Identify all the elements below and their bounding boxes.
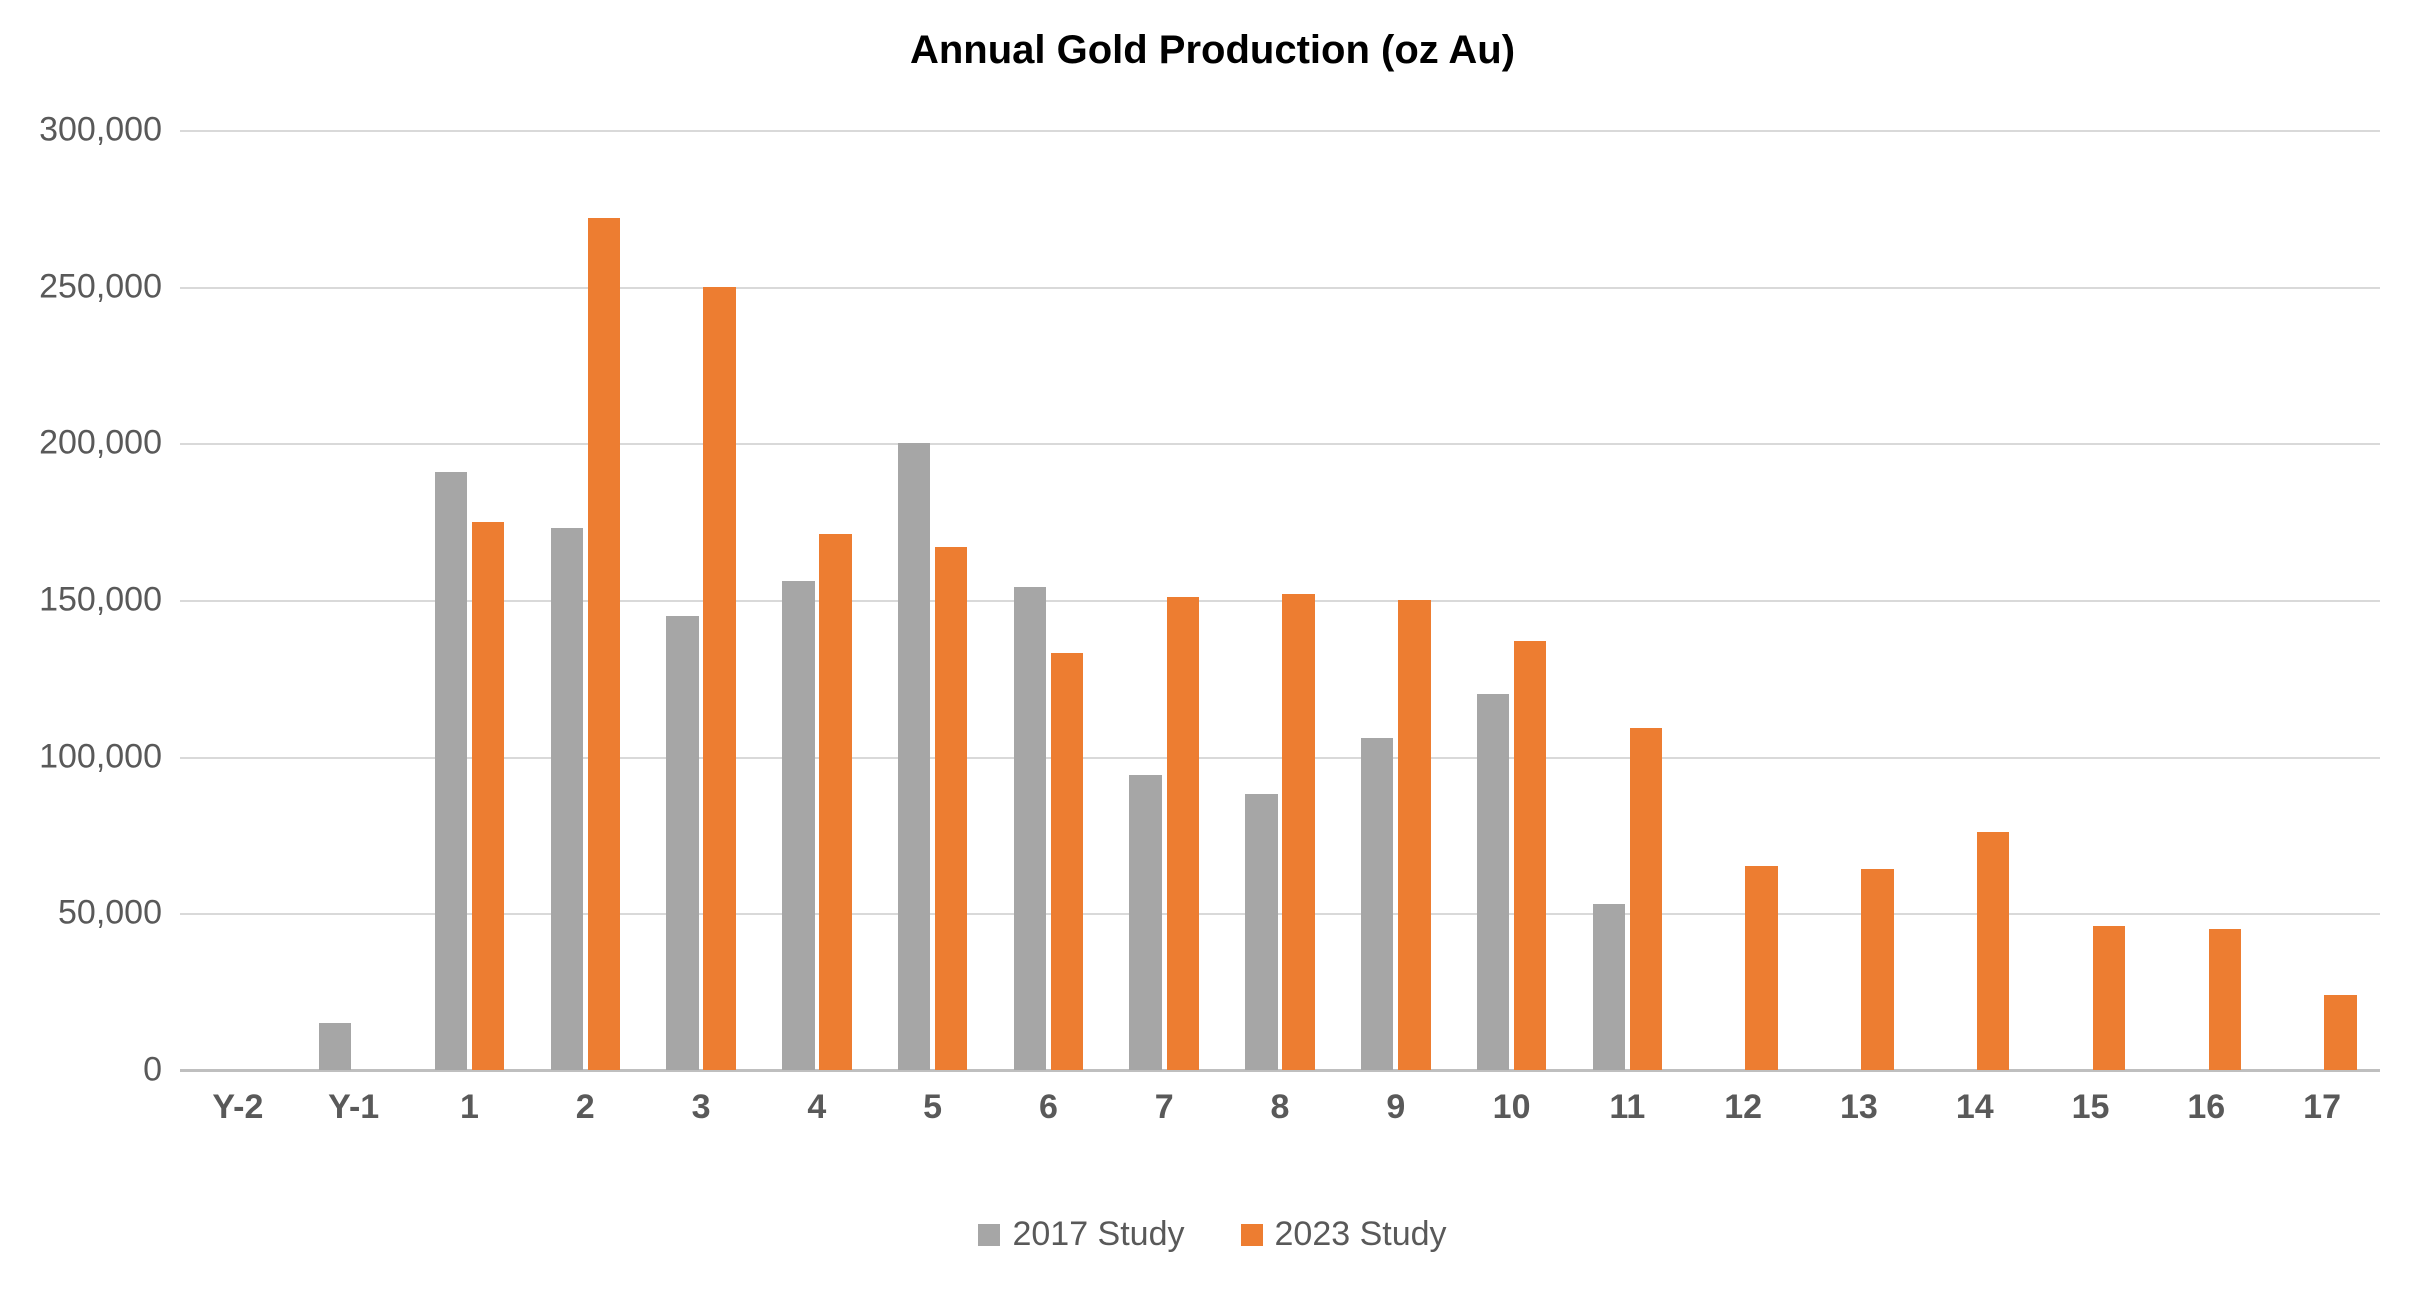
gridline xyxy=(180,600,2380,602)
legend-item: 2023 Study xyxy=(1241,1215,1447,1254)
bar xyxy=(898,443,930,1070)
y-axis-label: 250,000 xyxy=(39,267,162,306)
x-axis-label: 15 xyxy=(2072,1088,2110,1127)
bar xyxy=(1745,866,1777,1070)
x-axis-label: 16 xyxy=(2187,1088,2225,1127)
y-axis-label: 300,000 xyxy=(39,111,162,150)
x-axis-label: 5 xyxy=(923,1088,942,1127)
bar xyxy=(1282,594,1314,1070)
legend-swatch xyxy=(978,1224,1000,1246)
bar xyxy=(551,528,583,1070)
bar xyxy=(1014,587,1046,1070)
bar xyxy=(1398,600,1430,1070)
bar xyxy=(782,581,814,1070)
bar xyxy=(588,218,620,1070)
x-axis-label: 9 xyxy=(1386,1088,1405,1127)
gridline xyxy=(180,443,2380,445)
x-axis-label: 10 xyxy=(1493,1088,1531,1127)
y-axis-label: 150,000 xyxy=(39,581,162,620)
bar xyxy=(2209,929,2241,1070)
bar xyxy=(666,616,698,1070)
x-axis-label: 14 xyxy=(1956,1088,1994,1127)
x-axis-label: 3 xyxy=(692,1088,711,1127)
bar xyxy=(1477,694,1509,1070)
legend-label: 2023 Study xyxy=(1275,1215,1447,1254)
bar xyxy=(1977,832,2009,1070)
x-axis-label: 1 xyxy=(460,1088,479,1127)
bar xyxy=(2324,995,2356,1070)
x-axis-label: 11 xyxy=(1609,1088,1645,1127)
x-axis-label: 8 xyxy=(1271,1088,1290,1127)
legend-swatch xyxy=(1241,1224,1263,1246)
gridline xyxy=(180,287,2380,289)
axis-baseline xyxy=(180,1069,2380,1072)
y-axis-label: 200,000 xyxy=(39,424,162,463)
bar xyxy=(1167,597,1199,1070)
chart-title: Annual Gold Production (oz Au) xyxy=(0,28,2425,73)
x-axis-label: 4 xyxy=(807,1088,826,1127)
y-axis-label: 0 xyxy=(143,1051,162,1090)
bar xyxy=(703,287,735,1070)
x-axis-label: 17 xyxy=(2303,1088,2341,1127)
legend: 2017 Study 2023 Study xyxy=(0,1215,2425,1254)
bar xyxy=(1514,641,1546,1070)
bar xyxy=(935,547,967,1070)
x-axis-label: Y-2 xyxy=(212,1088,263,1127)
y-axis-label: 100,000 xyxy=(39,737,162,776)
x-axis-label: 12 xyxy=(1724,1088,1762,1127)
x-axis-label: Y-1 xyxy=(328,1088,379,1127)
bar xyxy=(472,522,504,1070)
bar xyxy=(1129,775,1161,1070)
x-axis-label: 7 xyxy=(1155,1088,1174,1127)
bar xyxy=(2093,926,2125,1070)
bar xyxy=(319,1023,351,1070)
bar xyxy=(1051,653,1083,1070)
bar xyxy=(1361,738,1393,1070)
gridline xyxy=(180,757,2380,759)
x-axis-label: 2 xyxy=(576,1088,595,1127)
gold-production-chart: Annual Gold Production (oz Au) 050,00010… xyxy=(0,0,2425,1305)
legend-label: 2017 Study xyxy=(1012,1215,1184,1254)
bar xyxy=(1630,728,1662,1070)
x-axis-label: 6 xyxy=(1039,1088,1058,1127)
bar xyxy=(1593,904,1625,1070)
y-axis-label: 50,000 xyxy=(58,894,162,933)
bar xyxy=(1861,869,1893,1070)
gridline xyxy=(180,913,2380,915)
bar xyxy=(819,534,851,1070)
gridline xyxy=(180,130,2380,132)
bar xyxy=(435,472,467,1070)
bar xyxy=(1245,794,1277,1070)
x-axis-label: 13 xyxy=(1840,1088,1878,1127)
legend-item: 2017 Study xyxy=(978,1215,1184,1254)
plot-area: 050,000100,000150,000200,000250,000300,0… xyxy=(180,130,2380,1070)
